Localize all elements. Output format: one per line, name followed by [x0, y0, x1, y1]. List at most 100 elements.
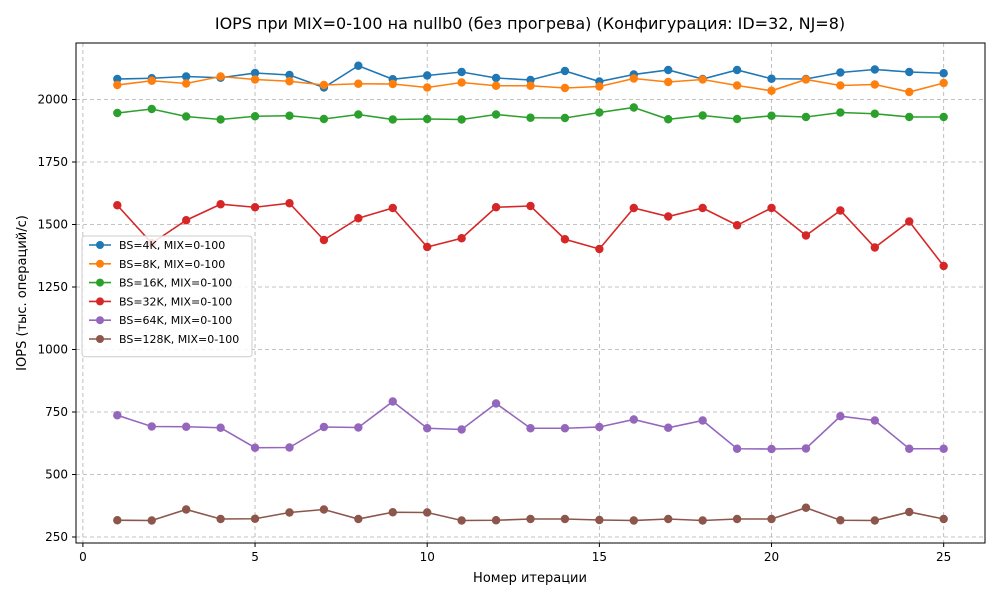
data-point — [870, 80, 880, 89]
data-point — [319, 80, 329, 90]
data-point — [836, 206, 845, 215]
y-tick-label: 1750 — [37, 155, 68, 169]
data-point — [595, 422, 604, 432]
data-point — [526, 201, 535, 211]
data-point — [147, 76, 156, 85]
data-point — [354, 423, 363, 432]
data-point — [870, 516, 880, 525]
legend-box — [81, 235, 253, 358]
data-point — [113, 516, 122, 525]
data-point — [732, 514, 742, 524]
data-point — [801, 75, 811, 84]
data-point — [698, 416, 707, 425]
data-point — [491, 81, 501, 90]
data-point — [526, 424, 535, 433]
data-point — [388, 79, 397, 89]
data-point — [250, 75, 260, 84]
data-point — [664, 65, 673, 75]
data-point — [629, 516, 638, 525]
data-point — [732, 444, 742, 453]
data-point — [664, 77, 673, 87]
data-point — [767, 514, 776, 524]
data-point — [767, 111, 776, 120]
data-point — [354, 61, 363, 70]
y-tick-label: 500 — [45, 468, 68, 482]
series-group — [113, 397, 948, 454]
y-tick-label: 1000 — [37, 343, 68, 357]
data-point — [491, 399, 501, 408]
data-point — [319, 114, 329, 124]
data-point — [491, 203, 501, 212]
data-point — [285, 199, 294, 208]
chart-title: IOPS при MIX=0-100 на nullb0 (без прогре… — [215, 14, 845, 33]
data-point — [181, 216, 191, 225]
legend-label: BS=4K, MIX=0-100 — [119, 239, 225, 252]
data-point — [905, 507, 914, 517]
y-tick-label: 750 — [45, 405, 68, 419]
data-point — [181, 112, 191, 121]
data-point — [629, 415, 638, 424]
grid — [76, 43, 985, 543]
data-point — [595, 244, 604, 254]
data-point — [560, 514, 570, 524]
series-group — [113, 503, 948, 525]
data-point — [147, 422, 156, 431]
data-point — [285, 70, 294, 80]
data-point — [767, 203, 776, 213]
data-point — [732, 114, 742, 124]
y-axis-title: IOPS (тыс. операций/с) — [15, 215, 30, 371]
data-point — [423, 83, 432, 92]
y-tick-label: 1500 — [37, 218, 68, 232]
data-point — [319, 505, 329, 514]
legend-marker — [96, 278, 104, 287]
data-point — [216, 115, 225, 124]
data-point — [423, 71, 432, 80]
data-point — [939, 69, 948, 78]
x-axis-title: Номер итерации — [473, 571, 587, 586]
data-point — [698, 203, 707, 213]
data-point — [423, 242, 432, 252]
data-point — [732, 65, 742, 75]
data-point — [939, 444, 948, 453]
data-point — [870, 243, 880, 252]
data-point — [250, 68, 260, 78]
series-group — [113, 61, 948, 525]
data-point — [147, 516, 156, 525]
data-point — [905, 444, 914, 453]
data-point — [147, 104, 156, 114]
data-point — [732, 81, 742, 90]
data-point — [870, 109, 880, 118]
data-point — [216, 72, 225, 81]
data-point — [285, 111, 294, 120]
x-tick-label: 10 — [420, 550, 435, 564]
data-point — [664, 212, 673, 221]
data-point — [629, 74, 638, 83]
data-point — [457, 516, 466, 525]
data-point — [457, 234, 466, 243]
data-point — [560, 66, 570, 76]
data-point — [319, 422, 329, 432]
data-point — [939, 261, 948, 271]
legend-label: BS=32K, MIX=0-100 — [119, 295, 232, 308]
data-point — [319, 235, 329, 245]
series-group — [113, 72, 948, 97]
data-point — [423, 424, 432, 433]
data-point — [595, 108, 604, 117]
legend-marker — [96, 297, 104, 306]
data-point — [388, 508, 397, 517]
data-point — [457, 425, 466, 434]
data-point — [354, 110, 363, 119]
y-tick-label: 2000 — [37, 93, 68, 107]
data-point — [388, 397, 397, 406]
data-point — [629, 103, 638, 112]
data-point — [113, 108, 122, 118]
data-point — [698, 516, 707, 525]
data-point — [526, 75, 535, 85]
data-point — [491, 73, 501, 83]
data-point — [836, 81, 845, 90]
data-point — [698, 111, 707, 120]
data-point — [491, 516, 501, 525]
data-point — [423, 114, 432, 124]
y-tick-label: 250 — [45, 530, 68, 544]
